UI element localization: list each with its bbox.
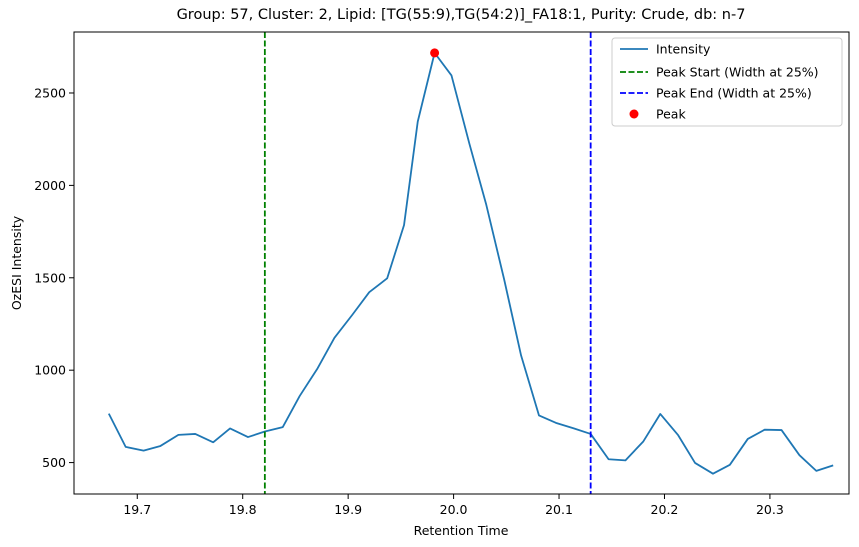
x-tick-label: 19.9 xyxy=(334,502,362,517)
legend-label-peak-end: Peak End (Width at 25%) xyxy=(656,86,812,101)
legend: Intensity Peak Start (Width at 25%) Peak… xyxy=(611,37,843,127)
legend-label-peak-start: Peak Start (Width at 25%) xyxy=(656,65,819,80)
y-tick-label: 1500 xyxy=(34,270,66,285)
x-tick-label: 20.1 xyxy=(545,502,573,517)
x-tick-label: 20.3 xyxy=(756,502,784,517)
y-tick-label: 2000 xyxy=(34,178,66,193)
legend-box xyxy=(611,37,843,127)
y-axis-label: OzESI Intensity xyxy=(9,215,24,310)
x-tick-label: 20.2 xyxy=(651,502,679,517)
legend-swatch-peak xyxy=(629,109,639,119)
y-tick-label: 2500 xyxy=(34,85,66,100)
chart-title: Group: 57, Cluster: 2, Lipid: [TG(55:9),… xyxy=(177,7,746,23)
legend-label-intensity: Intensity xyxy=(656,42,711,57)
peak-marker xyxy=(430,48,440,58)
x-axis-label: Retention Time xyxy=(414,523,509,538)
series-line-intensity xyxy=(107,51,834,475)
y-tick-label: 1000 xyxy=(34,363,66,378)
x-tick-label: 19.7 xyxy=(123,502,151,517)
y-tick-label: 500 xyxy=(42,455,66,470)
x-tick-label: 20.0 xyxy=(440,502,468,517)
legend-label-peak: Peak xyxy=(656,107,686,122)
plot-frame xyxy=(73,31,850,495)
x-tick-label: 19.8 xyxy=(229,502,257,517)
